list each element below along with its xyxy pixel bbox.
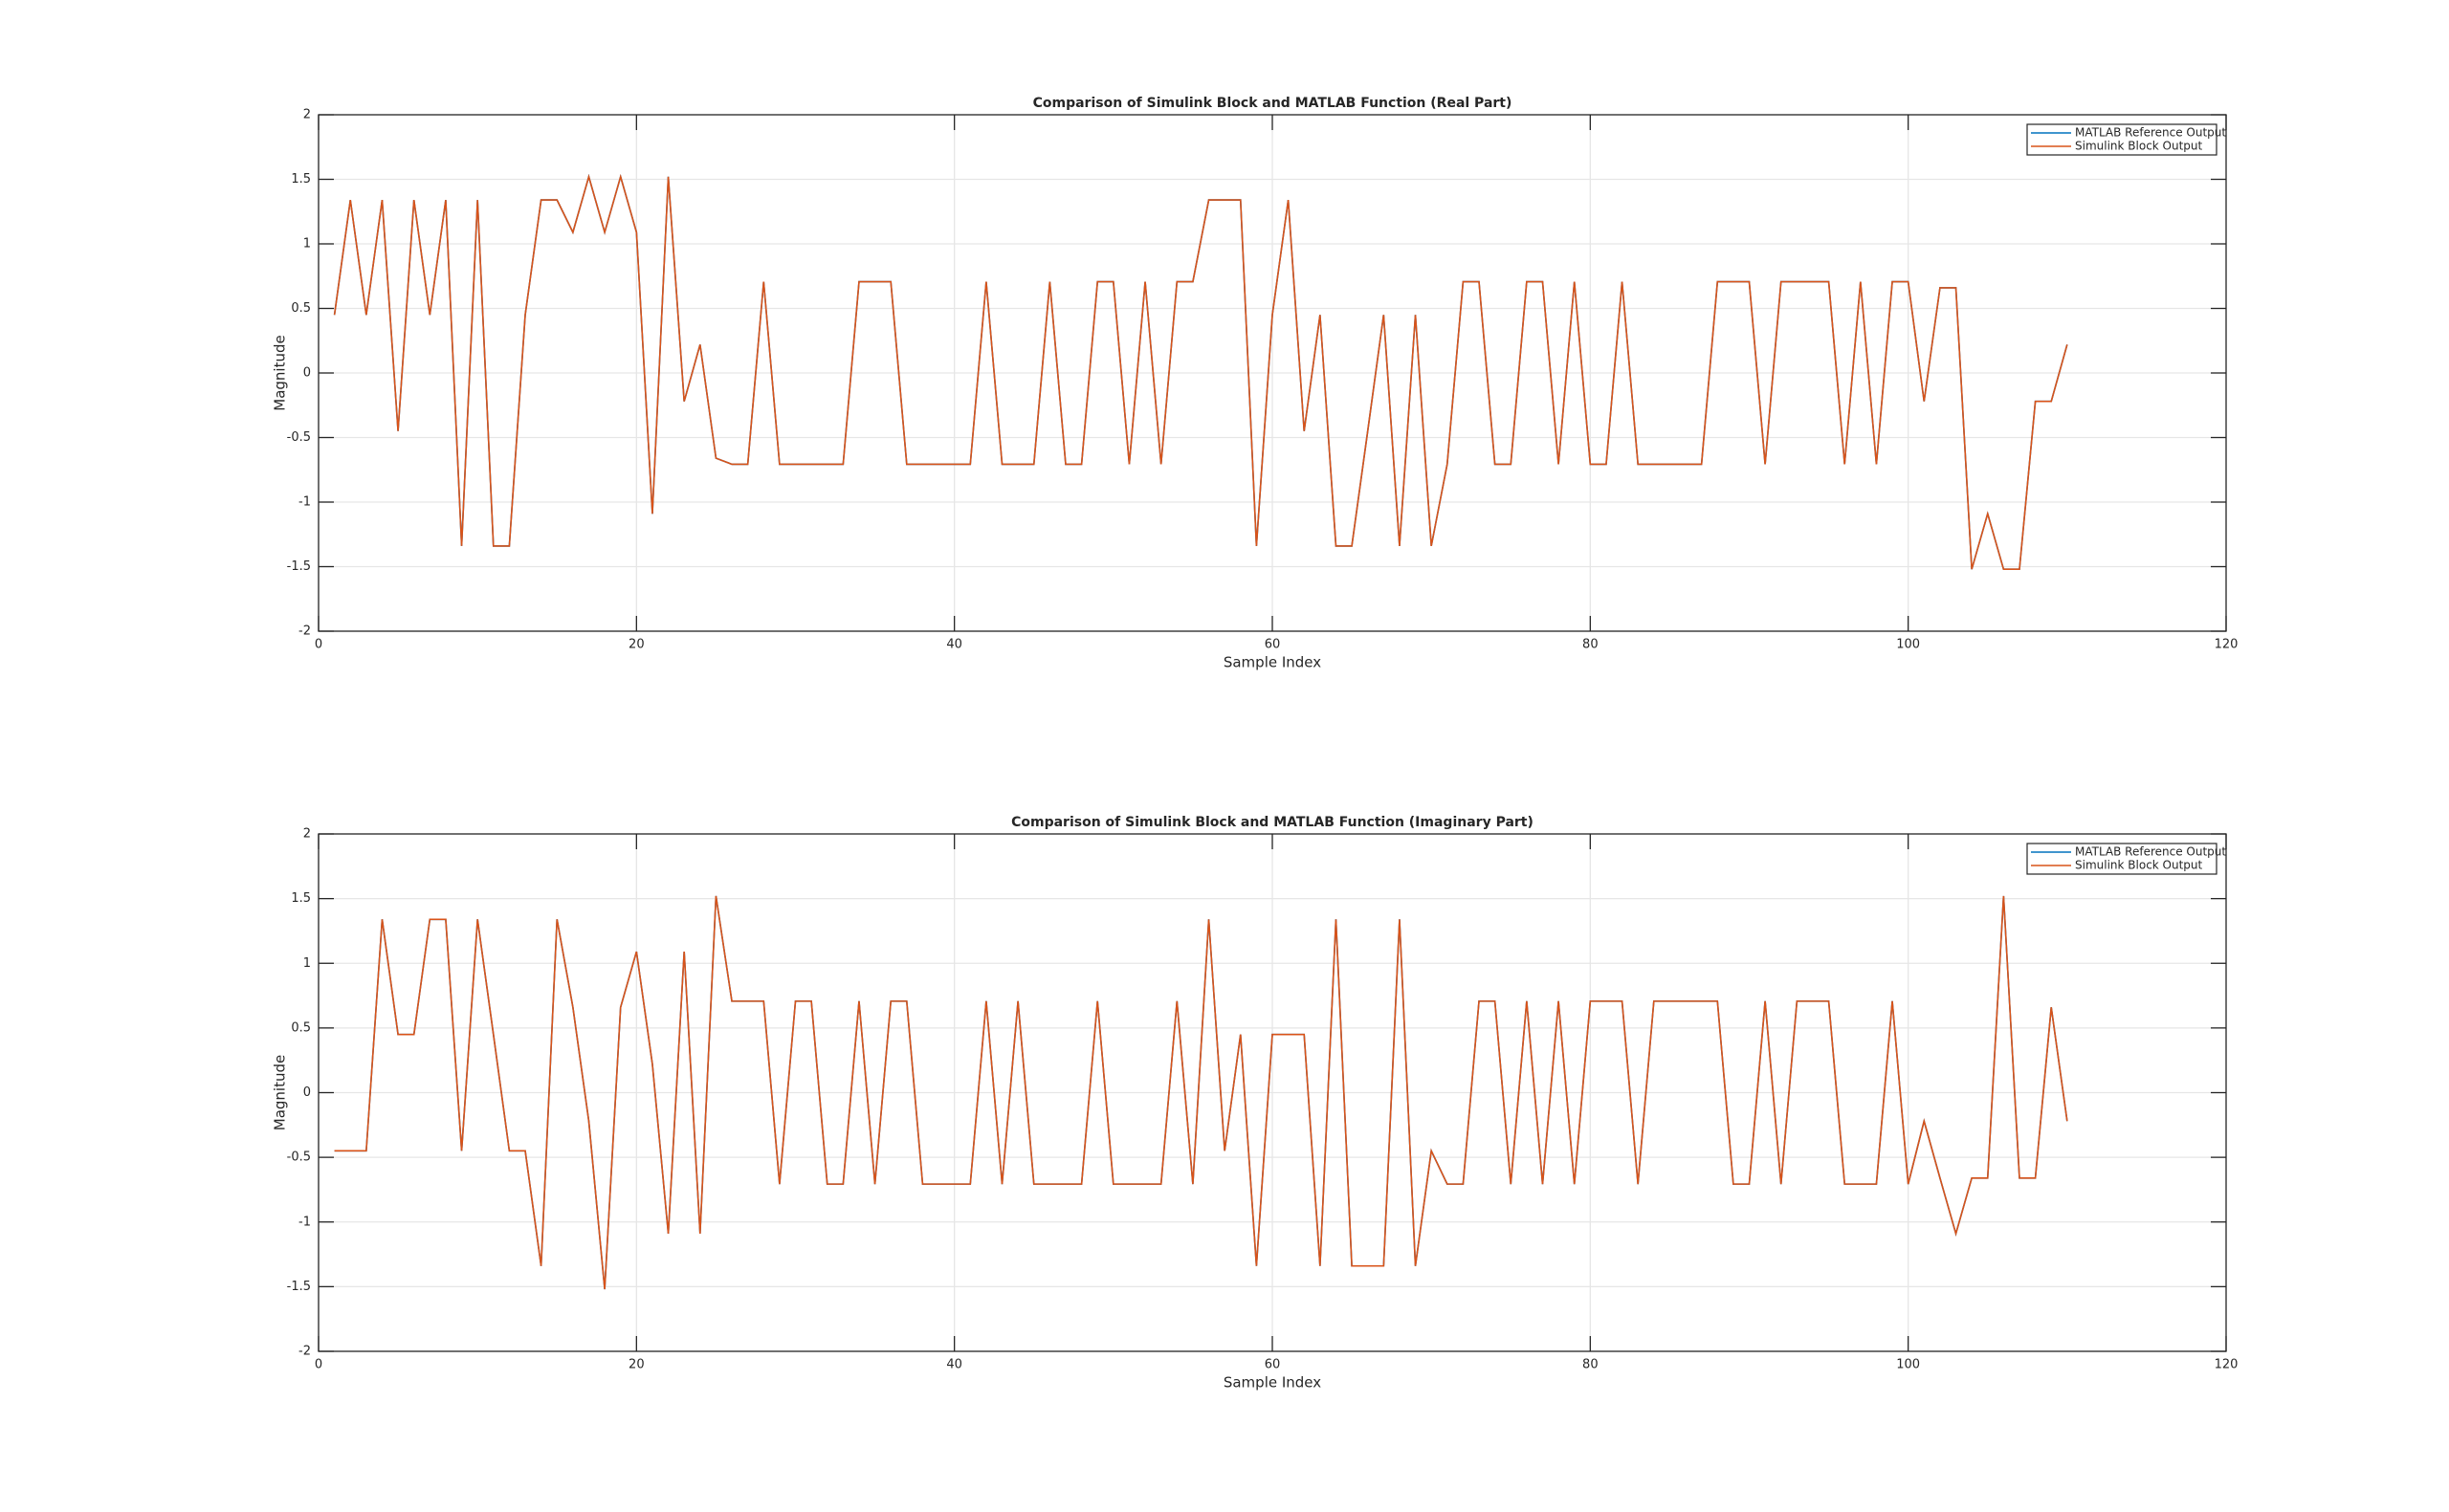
y-tick-label: 1	[303, 956, 311, 971]
x-tick-label: 60	[1265, 638, 1281, 652]
y-tick-label: -1.5	[287, 1280, 311, 1294]
legend-box	[2026, 843, 2217, 875]
chart-title: Comparison of Simulink Block and MATLAB …	[1011, 815, 1533, 830]
x-tick-label: 80	[1582, 638, 1599, 652]
y-tick-label: -1.5	[287, 559, 311, 574]
y-tick-label: 0	[303, 366, 311, 381]
y-tick-label: 2	[303, 108, 311, 122]
data-line	[334, 895, 2068, 1290]
x-tick-label: 0	[315, 1358, 322, 1372]
legend-label: Simulink Block Output	[2075, 140, 2203, 153]
y-tick-label: 0	[303, 1085, 311, 1100]
y-tick-label: 0.5	[291, 301, 311, 316]
x-tick-label: 20	[629, 638, 645, 652]
y-tick-label: -1	[298, 1215, 311, 1229]
y-tick-label: -0.5	[287, 1150, 311, 1165]
legend-label: Simulink Block Output	[2075, 859, 2203, 872]
x-axis-label: Sample Index	[1224, 654, 1321, 671]
y-tick-label: 2	[303, 827, 311, 842]
legend-box	[2026, 123, 2217, 156]
data-line	[333, 173, 2068, 571]
x-tick-label: 40	[946, 1358, 962, 1372]
y-axis-label: Magnitude	[272, 335, 289, 410]
x-tick-label: 40	[946, 638, 962, 652]
chart-title: Comparison of Simulink Block and MATLAB …	[1033, 96, 1512, 111]
y-axis-label: Magnitude	[272, 1055, 289, 1130]
y-tick-label: 1	[303, 237, 311, 252]
y-tick-label: -0.5	[287, 430, 311, 445]
x-tick-label: 60	[1265, 1358, 1281, 1372]
x-tick-label: 120	[2215, 638, 2239, 652]
y-tick-label: 0.5	[291, 1020, 311, 1035]
x-tick-label: 20	[629, 1358, 645, 1372]
y-tick-label: -2	[298, 1345, 311, 1359]
x-tick-label: 120	[2215, 1358, 2239, 1372]
y-tick-label: 1.5	[291, 891, 311, 906]
x-tick-label: 0	[315, 638, 322, 652]
y-tick-label: -2	[298, 625, 311, 639]
legend-label: MATLAB Reference Output	[2075, 845, 2226, 859]
x-tick-label: 100	[1896, 638, 1920, 652]
x-axis-label: Sample Index	[1224, 1374, 1321, 1391]
x-tick-label: 100	[1896, 1358, 1920, 1372]
y-tick-label: -1	[298, 495, 311, 510]
legend-label: MATLAB Reference Output	[2075, 126, 2226, 140]
y-tick-label: 1.5	[291, 172, 311, 186]
x-tick-label: 80	[1582, 1358, 1599, 1372]
